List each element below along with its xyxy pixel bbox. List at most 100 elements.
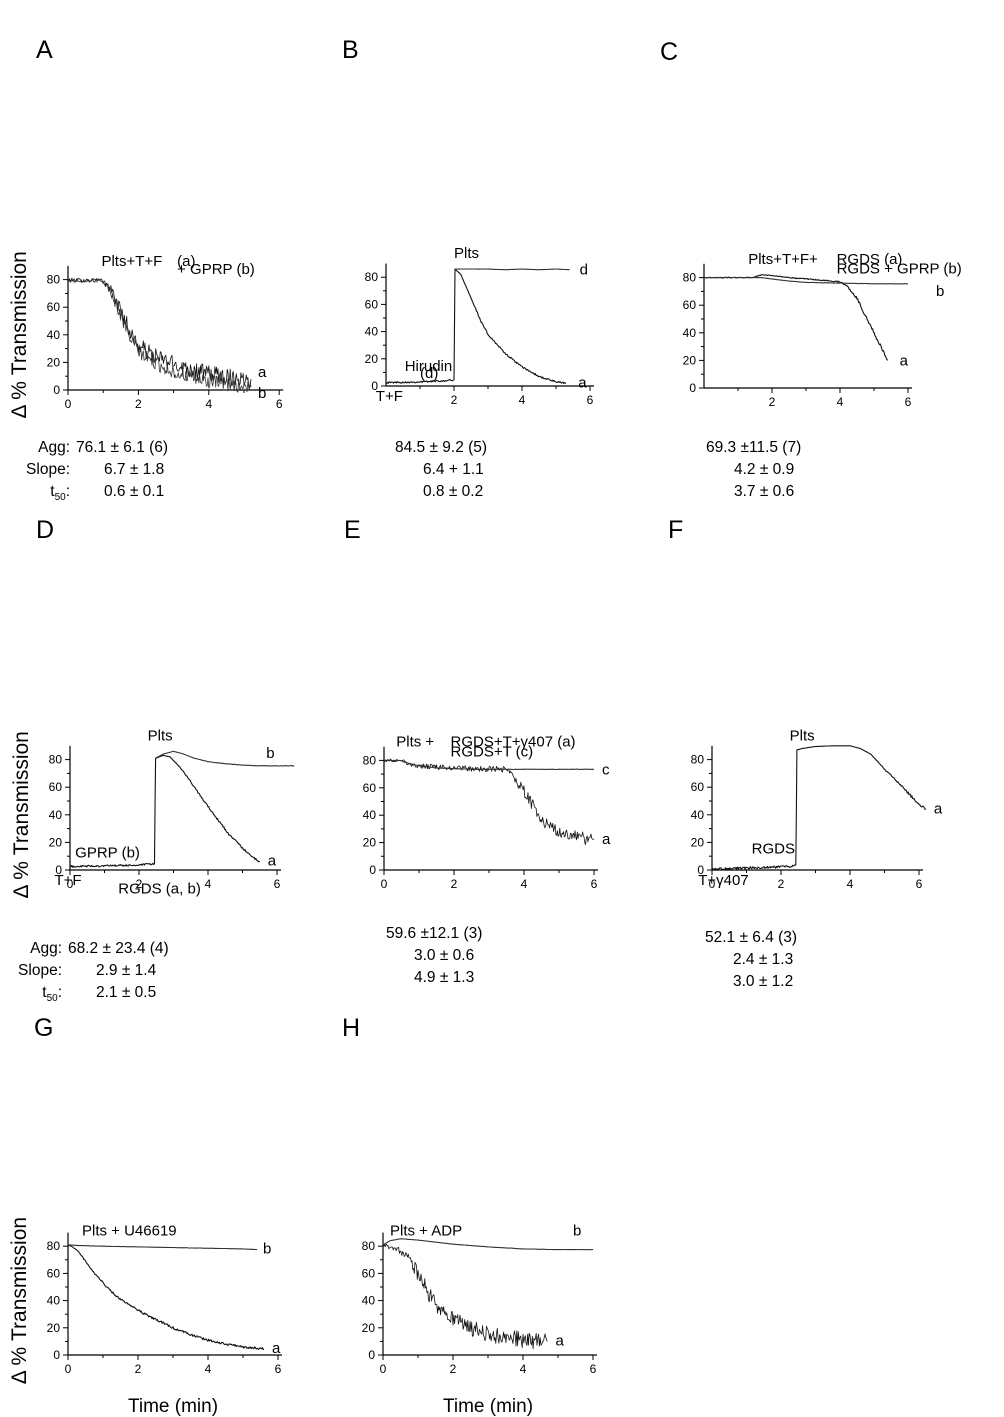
stat-agg-value: 52.1 ± 6.4 (3): [705, 929, 797, 946]
annotation: Plts: [454, 245, 479, 262]
stat-label-agg: Agg:: [38, 439, 70, 456]
annotation: Plts+T+F+: [748, 251, 818, 268]
x-tick-label: 0: [65, 1362, 72, 1376]
annotation: (a): [177, 253, 195, 270]
y-tick-label: 40: [363, 808, 377, 822]
y-tick-label: 40: [683, 326, 697, 340]
stat-t50-value: 3.0 ± 1.2: [733, 973, 793, 990]
stat-label-t50: t50:: [50, 483, 70, 503]
panel-letter: B: [342, 36, 359, 64]
y-tick-label: 60: [691, 780, 705, 794]
series-b-line: [382, 1238, 594, 1251]
x-tick-label: 0: [709, 877, 716, 891]
y-tick-label: 60: [49, 780, 63, 794]
stat-t50-value: 3.7 ± 0.6: [734, 483, 794, 500]
x-tick-label: 4: [847, 877, 854, 891]
y-tick-label: 0: [55, 863, 62, 877]
y-tick-label: 80: [362, 1239, 376, 1253]
y-axis-label: Δ % Transmission: [10, 731, 33, 898]
series-b-label: b: [936, 283, 944, 300]
annotation: T+γ407: [698, 872, 748, 889]
y-tick-label: 60: [365, 297, 379, 311]
annotation: Plts+T+F: [101, 253, 162, 270]
annotation: Plts +: [396, 734, 434, 751]
y-tick-label: 0: [689, 381, 696, 395]
series-b-label: b: [573, 1223, 581, 1240]
y-tick-label: 40: [49, 808, 63, 822]
y-tick-label: 40: [691, 808, 705, 822]
stats-block: 84.5 ± 9.2 (5) 6.4 + 1.1 0.8 ± 0.2: [395, 439, 487, 500]
series-b-line: [68, 1244, 258, 1251]
y-tick-label: 60: [683, 298, 697, 312]
series-a-line: [383, 758, 595, 845]
y-tick-label: 0: [53, 1348, 60, 1362]
annotation: Plts: [790, 727, 815, 744]
x-tick-label: 4: [521, 877, 528, 891]
series-a-line: [67, 277, 252, 388]
y-tick-label: 60: [363, 781, 377, 795]
panel-letter: G: [34, 1014, 53, 1042]
stat-agg-value: 59.6 ±12.1 (3): [386, 925, 482, 942]
y-tick-label: 60: [362, 1266, 376, 1280]
y-tick-label: 60: [47, 1266, 61, 1280]
series-a-label: a: [934, 800, 943, 817]
annotation: RGDS + GPRP (b): [837, 260, 962, 277]
y-tick-label: 20: [691, 835, 705, 849]
stat-slope-value: 4.2 ± 0.9: [734, 461, 794, 478]
series-a-line: [67, 1244, 265, 1351]
series-a-label: a: [900, 352, 909, 369]
x-tick-label: 4: [205, 1362, 212, 1376]
y-tick-label: 0: [368, 1348, 375, 1362]
stat-slope-value: 3.0 ± 0.6: [414, 947, 474, 964]
stat-slope-value: 2.9 ± 1.4: [96, 962, 157, 979]
x-tick-label: 6: [591, 877, 598, 891]
stat-t50-value: 0.6 ± 0.1: [104, 483, 164, 500]
y-tick-label: 80: [365, 270, 379, 284]
y-tick-label: 40: [47, 328, 61, 342]
x-tick-label: 2: [769, 395, 776, 409]
stat-slope-value: 6.4 + 1.1: [423, 461, 484, 478]
series-a-label: a: [272, 1340, 281, 1357]
x-tick-label: 4: [520, 1362, 527, 1376]
y-tick-label: 20: [47, 1321, 61, 1335]
annotation: (d): [420, 365, 438, 382]
stat-t50-value: 0.8 ± 0.2: [423, 483, 483, 500]
x-tick-label: 6: [905, 395, 912, 409]
x-tick-label: 2: [135, 1362, 142, 1376]
x-tick-label: 4: [837, 395, 844, 409]
series-b-line: [703, 276, 909, 285]
series-b-line: [67, 278, 252, 393]
annotation: + GPRP (b): [177, 261, 255, 278]
stat-agg-value: 84.5 ± 9.2 (5): [395, 439, 487, 456]
y-tick-label: 80: [47, 273, 61, 287]
panel-letter: F: [668, 516, 683, 544]
x-tick-label: 6: [274, 877, 281, 891]
panel-letter: H: [342, 1014, 360, 1042]
panel-letter: E: [344, 516, 361, 544]
series-a-line: [382, 1243, 548, 1350]
stat-label-slope: Slope:: [18, 962, 62, 979]
stats-block: 52.1 ± 6.4 (3) 2.4 ± 1.3 3.0 ± 1.2: [705, 929, 797, 990]
x-tick-label: 6: [276, 397, 283, 411]
y-axis-label: Δ % Transmission: [8, 1217, 31, 1384]
stat-slope-value: 6.7 ± 1.8: [104, 461, 164, 478]
stat-agg-value: 69.3 ±11.5 (7): [706, 439, 801, 456]
x-tick-label: 2: [135, 397, 142, 411]
series-a-line: [69, 754, 260, 868]
stats-block: 69.3 ±11.5 (7) 4.2 ± 0.9 3.7 ± 0.6: [706, 439, 801, 500]
series-a-line: [711, 745, 926, 871]
y-tick-label: 0: [369, 863, 376, 877]
stat-agg-value: 68.2 ± 23.4 (4): [68, 940, 169, 957]
annotation: RGDS+T (c): [451, 743, 534, 760]
y-tick-label: 0: [697, 863, 704, 877]
annotation: Plts + ADP: [390, 1222, 462, 1239]
x-tick-label: 0: [65, 397, 72, 411]
annotation: RGDS (a, b): [118, 880, 201, 897]
annotation: Plts: [148, 727, 173, 744]
x-tick-label: 2: [451, 877, 458, 891]
annotation: T+F: [54, 872, 81, 889]
